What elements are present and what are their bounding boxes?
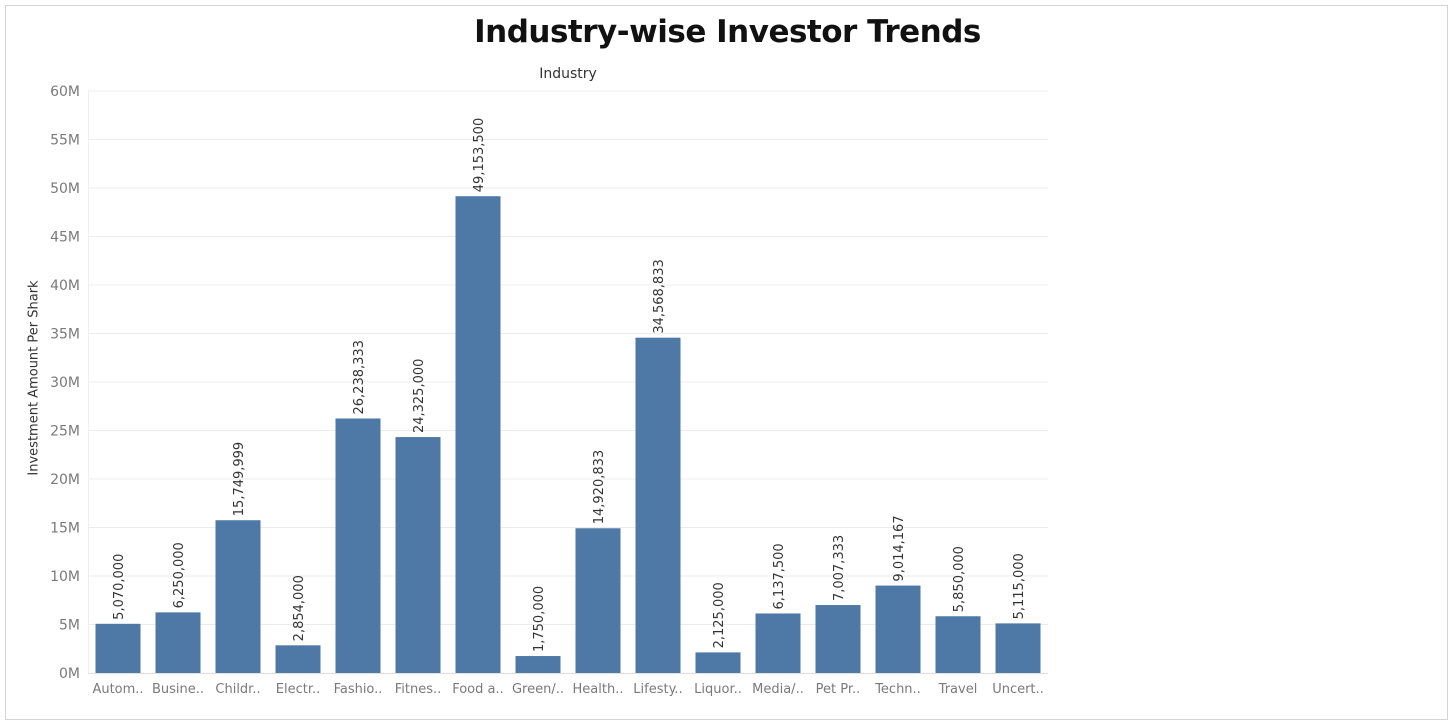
bar-3[interactable] [275,645,321,673]
x-tick-label: Electr.. [276,682,320,697]
y-tick-label: 60M [50,84,80,100]
y-tick-label: 45M [50,230,80,246]
y-tick-label: 30M [50,375,80,391]
column-header: Industry [539,66,597,82]
bar-10[interactable] [695,652,741,673]
x-tick-label: Travel [938,682,978,697]
bar-8[interactable] [575,528,621,673]
x-tick-label: Liquor.. [694,682,742,697]
x-tick-label: Autom.. [92,682,143,697]
x-tick-label: Health.. [573,682,624,697]
y-tick-label: 0M [59,666,80,682]
value-label: 26,238,333 [352,340,367,414]
x-tick-label: Pet Pr.. [816,682,861,697]
value-label: 1,750,000 [532,586,547,652]
y-tick-label: 50M [50,181,80,197]
value-label: 15,749,999 [232,442,247,516]
x-tick-label: Busine.. [152,682,204,697]
bar-4[interactable] [335,418,381,673]
y-tick-label: 35M [50,327,80,343]
value-labels: 5,070,000 6,250,000 15,749,999 2,854,000 26,… [112,118,1027,652]
value-label: 5,115,000 [1012,553,1027,619]
bars [95,196,1041,673]
value-label: 14,920,833 [592,450,607,524]
bar-13[interactable] [875,585,921,673]
value-label: 2,854,000 [292,575,307,641]
bar-7[interactable] [515,656,561,673]
value-label: 6,250,000 [172,542,187,608]
y-tick-label: 55M [50,133,80,149]
bar-11[interactable] [755,613,801,673]
value-label: 5,850,000 [952,546,967,612]
value-label: 5,070,000 [112,554,127,620]
value-label: 7,007,333 [832,535,847,601]
y-tick-label: 5M [59,618,80,634]
x-tick-label: Food a.. [452,682,504,697]
value-label: 34,568,833 [652,259,667,333]
bar-5[interactable] [395,437,441,673]
bar-9[interactable] [635,337,681,673]
y-tick-label: 15M [50,521,80,537]
x-tick-label: Techn.. [874,682,921,697]
x-tick-label: Fitnes.. [395,682,442,697]
bar-6[interactable] [455,196,501,673]
bar-0[interactable] [95,623,141,673]
x-tick-label: Media/.. [752,682,804,697]
y-tick-label: 10M [50,569,80,585]
bar-14[interactable] [935,616,981,673]
bar-12[interactable] [815,605,861,673]
value-label: 49,153,500 [472,118,487,192]
y-tick-label: 40M [50,278,80,294]
x-axis-labels: Autom.. Busine.. Childr.. Electr.. Fashio.. F… [92,682,1043,697]
y-axis-ticks: 0M 5M 10M 15M 20M 25M 30M 35M 40M 45M 50M 55M 60M [50,84,80,682]
bar-2[interactable] [215,520,261,673]
bar-15[interactable] [995,623,1041,673]
chart-frame [5,5,1448,720]
x-tick-label: Lifesty.. [633,682,682,697]
grid-lines [88,90,1048,674]
value-label: 2,125,000 [712,582,727,648]
x-tick-label: Uncert.. [992,682,1044,697]
y-tick-label: 20M [50,472,80,488]
x-tick-label: Green/.. [512,682,564,697]
chart-title: Industry-wise Investor Trends [474,14,981,50]
value-label: 24,325,000 [412,359,427,433]
bar-1[interactable] [155,612,201,673]
value-label: 9,014,167 [892,515,907,581]
x-tick-label: Fashio.. [334,682,383,697]
value-label: 6,137,500 [772,543,787,609]
x-tick-label: Childr.. [215,682,260,697]
y-tick-label: 25M [50,424,80,440]
